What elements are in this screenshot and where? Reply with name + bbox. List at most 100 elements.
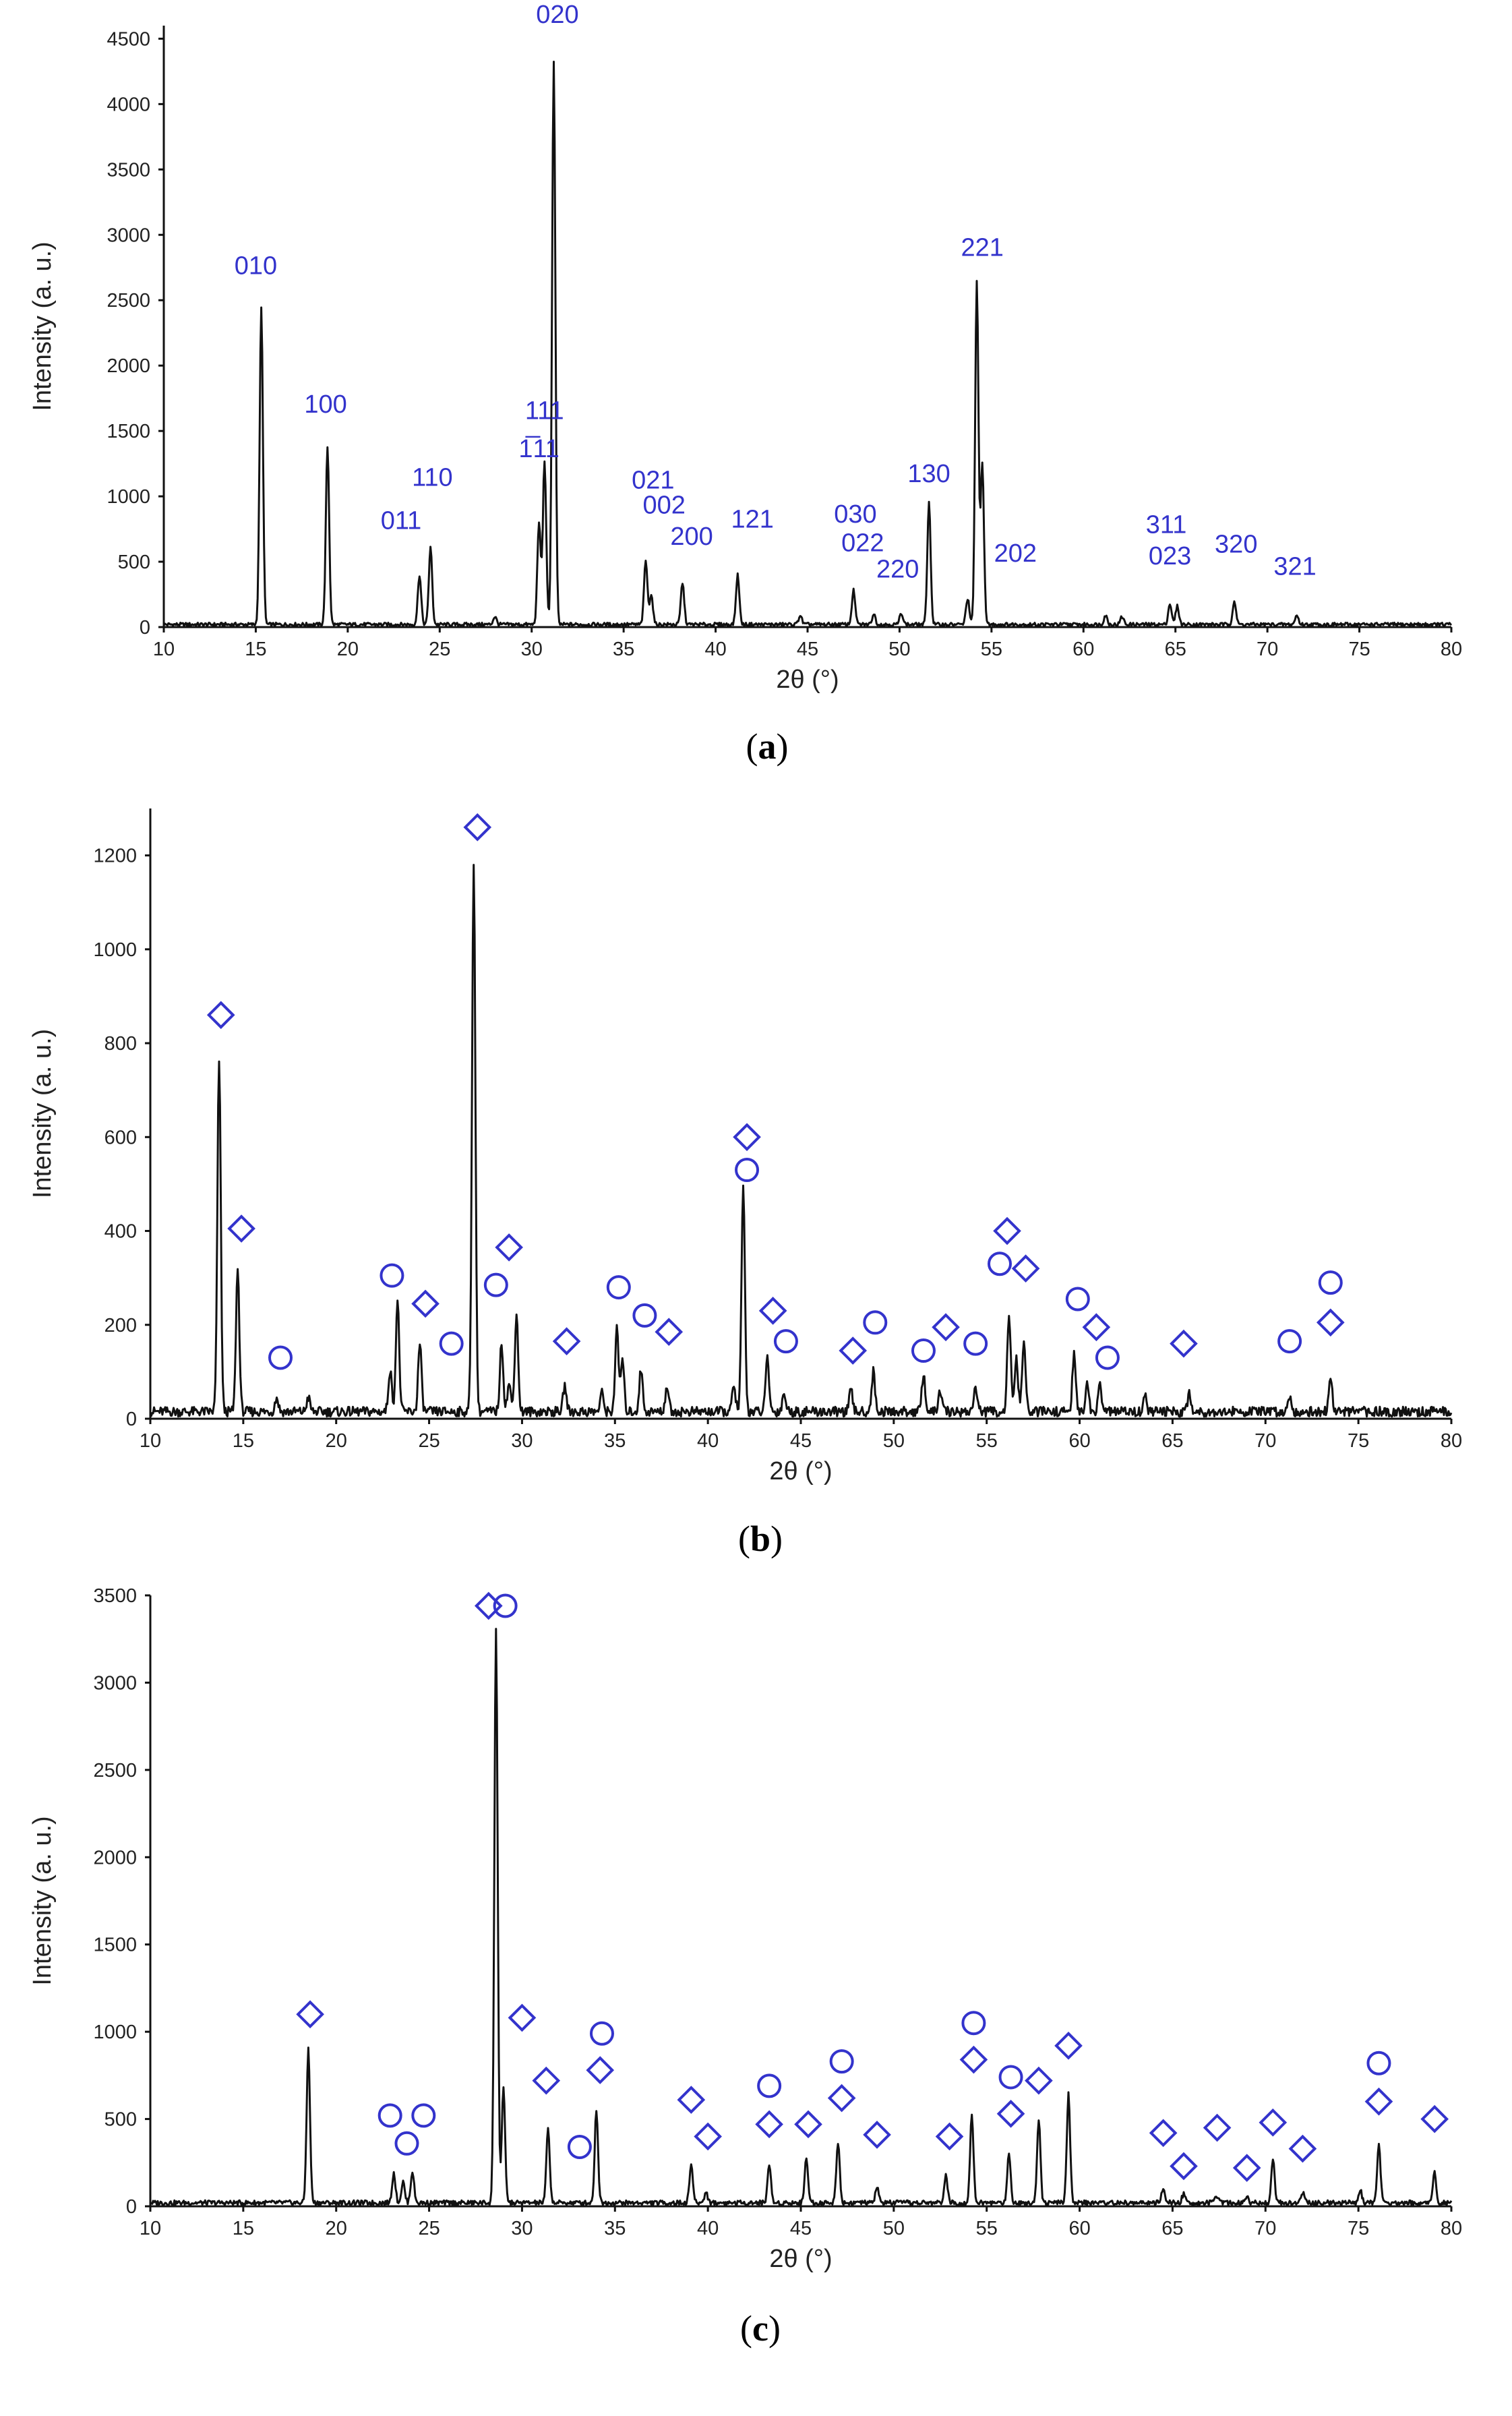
- diffraction-trace: [150, 1628, 1453, 2206]
- x-axis-title: 2θ (°): [769, 1457, 832, 1485]
- y-tick-label: 1000: [93, 939, 137, 961]
- phase-diamond-marker: [993, 1216, 1021, 1245]
- x-tick-label: 70: [1257, 639, 1278, 660]
- phase-diamond-marker: [677, 2086, 706, 2114]
- panel-caption: (b): [738, 1519, 783, 1559]
- x-axis-title: 2θ (°): [769, 2245, 832, 2273]
- x-tick-label: 20: [326, 2218, 347, 2239]
- phase-circle-marker: [911, 1338, 936, 1363]
- x-tick-label: 25: [429, 639, 450, 660]
- hkl-label: 022: [841, 529, 884, 558]
- y-tick-label: 1500: [93, 1935, 137, 1956]
- phase-circle-marker: [439, 1331, 464, 1356]
- caption-letter: a: [758, 726, 777, 767]
- phase-circle-marker: [567, 2134, 592, 2159]
- phase-diamond-marker: [495, 1233, 523, 1262]
- x-tick-label: 30: [521, 639, 543, 660]
- hkl-label: 221: [961, 233, 1004, 262]
- hkl-label: 030: [834, 500, 876, 529]
- phase-circle-marker: [1318, 1270, 1343, 1295]
- x-tick-label: 65: [1161, 1430, 1183, 1452]
- x-tick-label: 45: [797, 639, 818, 660]
- y-tick-label: 2500: [107, 290, 150, 312]
- y-tick-label: 0: [126, 1409, 137, 1430]
- caption-letter: b: [750, 1519, 770, 1559]
- phase-diamond-marker: [733, 1123, 761, 1152]
- x-tick-label: 55: [981, 639, 1002, 660]
- phase-circle-marker: [606, 1275, 631, 1300]
- caption-letter: c: [752, 2308, 768, 2349]
- panel-a: 10 15 20 25 30 35 40 45 50 55 60 65 70 75 80 0 500 1000 15…: [28, 1, 1462, 767]
- phase-circle-marker: [863, 1310, 888, 1335]
- hkl-label: 320: [1215, 530, 1257, 558]
- y-tick-label: 2000: [93, 1847, 137, 1868]
- x-tick-label: 50: [883, 2218, 905, 2239]
- x-tick-label: 55: [976, 1430, 998, 1452]
- x-tick-label: 40: [697, 2218, 719, 2239]
- phase-diamond-marker: [1149, 2119, 1178, 2148]
- phase-diamond-marker: [508, 2003, 537, 2032]
- phase-circle-marker: [998, 2065, 1023, 2090]
- y-tick-label: 200: [104, 1315, 137, 1336]
- y-tick-label: 500: [118, 552, 150, 573]
- phase-circle-marker: [268, 1345, 293, 1370]
- x-tick-label: 80: [1441, 1430, 1462, 1452]
- y-tick-label: 400: [104, 1221, 137, 1243]
- y-axis-title: Intensity (a. u.): [28, 241, 57, 411]
- x-tick-label: 75: [1348, 1430, 1369, 1452]
- x-tick-label: 60: [1068, 1430, 1090, 1452]
- hkl-label: 121: [731, 506, 773, 534]
- x-tick-label: 55: [976, 2218, 998, 2239]
- phase-diamond-marker: [1316, 1308, 1345, 1337]
- x-tick-label: 30: [511, 2218, 533, 2239]
- phase-diamond-marker: [1054, 2032, 1083, 2060]
- x-tick-label: 50: [883, 1430, 905, 1452]
- phase-circle-marker: [735, 1158, 760, 1183]
- x-tick-label: 25: [418, 1430, 440, 1452]
- x-tick-label: 70: [1254, 1430, 1276, 1452]
- y-tick-label: 4500: [107, 28, 150, 50]
- phase-circle-marker: [483, 1272, 508, 1297]
- x-tick-label: 80: [1441, 2218, 1462, 2239]
- phase-diamond-marker: [794, 2110, 822, 2139]
- x-tick-label: 65: [1161, 2218, 1183, 2239]
- phase-circle-marker: [1095, 1345, 1120, 1370]
- y-tick-label: 0: [126, 2196, 137, 2218]
- panel-c: 10 15 20 25 30 35 40 45 50 55 60 65 70 75 80 0 500 1000 15…: [28, 1585, 1462, 2349]
- hkl-label: 110: [412, 464, 453, 492]
- x-tick-label: 10: [140, 1430, 161, 1452]
- phase-diamond-marker: [758, 1297, 787, 1325]
- hkl-label: 100: [304, 390, 346, 419]
- phase-circle-marker: [380, 1263, 404, 1288]
- hkl-label: 1̅11: [518, 435, 560, 463]
- phase-circle-marker: [493, 1593, 518, 1618]
- hkl-label: 002: [642, 491, 685, 519]
- y-tick-label: 0: [140, 617, 150, 639]
- phase-circle-marker: [1065, 1287, 1090, 1312]
- phase-diamond-marker: [1170, 2152, 1198, 2181]
- x-tick-label: 45: [790, 1430, 812, 1452]
- y-tick-label: 3000: [107, 225, 150, 246]
- hkl-label: 111: [525, 397, 564, 425]
- phase-circle-marker: [988, 1251, 1012, 1276]
- hkl-label: 311: [1146, 510, 1187, 539]
- x-tick-label: 15: [233, 1430, 254, 1452]
- y-tick-label: 1000: [107, 486, 150, 508]
- x-tick-label: 40: [704, 639, 726, 660]
- y-tick-label: 3000: [93, 1672, 137, 1694]
- phase-diamond-marker: [1011, 1254, 1040, 1283]
- diffraction-trace: [162, 61, 1453, 628]
- panel-b: 10 15 20 25 30 35 40 45 50 55 60 65 70 75 800200400600…: [28, 808, 1462, 1559]
- hkl-label: 023: [1149, 542, 1191, 570]
- phase-diamond-marker: [1082, 1313, 1111, 1342]
- phase-diamond-marker: [755, 2110, 783, 2139]
- x-tick-label: 60: [1072, 639, 1094, 660]
- y-tick-label: 2500: [93, 1760, 137, 1781]
- y-tick-label: 3500: [93, 1585, 137, 1607]
- phase-diamond-marker: [655, 1318, 684, 1347]
- x-tick-label: 45: [790, 2218, 812, 2239]
- hkl-label: 321: [1273, 552, 1316, 581]
- phase-diamond-marker: [1170, 1329, 1198, 1358]
- hkl-label: 130: [907, 460, 950, 488]
- x-tick-label: 40: [697, 1430, 719, 1452]
